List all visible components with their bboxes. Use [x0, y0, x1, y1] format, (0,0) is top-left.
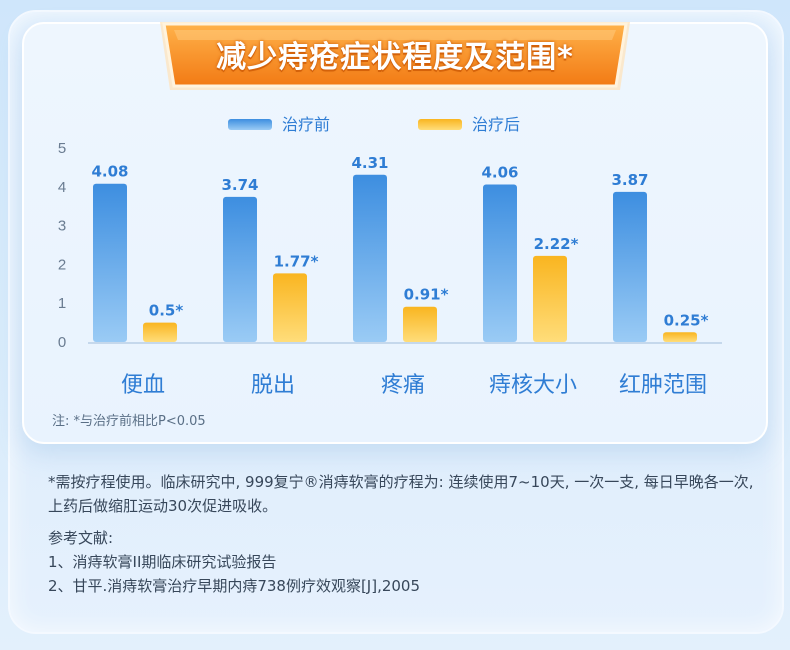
bar-after-treatment: [663, 332, 697, 342]
legend-label: 治疗前: [282, 115, 330, 134]
usage-text: *需按疗程使用。临床研究中, 999复宁®消痔软膏的疗程为: 连续使用7~10天…: [48, 473, 754, 515]
bar-chart: 治疗前 治疗后 0 1 2 3 4 5 4.08 0.5* 3.74 1.77* 4.31 0.91*…: [58, 115, 722, 398]
y-tick-label: 5: [58, 140, 66, 157]
bar-value-label: 0.91*: [404, 286, 449, 304]
category-label: 疼痛: [381, 373, 425, 398]
category-labels: 便血 脱出 疼痛 痔核大小 红肿范围: [121, 373, 707, 398]
y-tick-label: 3: [58, 218, 66, 235]
bar-after-treatment: [143, 322, 177, 342]
category-label: 便血: [121, 373, 165, 398]
legend: 治疗前 治疗后: [228, 115, 520, 134]
category-label: 脱出: [251, 373, 295, 398]
legend-swatch: [418, 119, 462, 130]
bar-value-label: 4.06: [481, 163, 518, 181]
y-tick-label: 4: [58, 179, 66, 196]
title-banner: 减少痔疮症状程度及范围*: [150, 16, 640, 96]
bar-value-label: 3.74: [221, 176, 258, 194]
banner-title: 减少痔疮症状程度及范围*: [216, 40, 574, 75]
bar-before-treatment: [223, 196, 257, 342]
legend-swatch: [228, 119, 272, 130]
y-tick-label: 1: [58, 295, 66, 312]
bar-before-treatment: [613, 191, 647, 342]
bar-value-label: 4.08: [91, 163, 128, 181]
bar-value-label: 1.77*: [274, 252, 319, 270]
bar-after-treatment: [273, 273, 307, 342]
legend-label: 治疗后: [472, 115, 520, 134]
y-axis: 0 1 2 3 4 5: [58, 140, 66, 351]
category-label: 红肿范围: [619, 373, 707, 398]
bar-after-treatment: [533, 255, 567, 342]
y-tick-label: 0: [58, 334, 66, 351]
bar-before-treatment: [353, 174, 387, 342]
reference-item: 2、甘平.消痔软膏治疗早期内痔738例疗效观察[J],2005: [48, 577, 421, 595]
refs-title: 参考文献:: [48, 529, 114, 547]
bars: [93, 174, 697, 342]
bar-before-treatment: [483, 184, 517, 342]
bar-value-label: 2.22*: [534, 235, 579, 253]
bar-value-label: 0.5*: [149, 302, 184, 320]
value-labels: 4.08 0.5* 3.74 1.77* 4.31 0.91* 4.06 2.22* 3.87 0…: [91, 154, 708, 330]
y-tick-label: 2: [58, 256, 66, 273]
category-label: 痔核大小: [489, 373, 577, 398]
bar-after-treatment: [403, 306, 437, 342]
reference-item: 1、消痔软膏II期临床研究试验报告: [48, 553, 277, 571]
banner-shape: [160, 22, 630, 90]
bar-value-label: 4.31: [351, 154, 388, 172]
footer-notes: *需按疗程使用。临床研究中, 999复宁®消痔软膏的疗程为: 连续使用7~10天…: [48, 470, 758, 598]
references: 参考文献: 1、消痔软膏II期临床研究试验报告 2、甘平.消痔软膏治疗早期内痔7…: [48, 526, 758, 598]
bar-before-treatment: [93, 183, 127, 342]
bar-value-label: 3.87: [611, 171, 648, 189]
bar-value-label: 0.25*: [664, 311, 709, 329]
significance-note: 注: *与治疗前相比P<0.05: [52, 414, 206, 429]
